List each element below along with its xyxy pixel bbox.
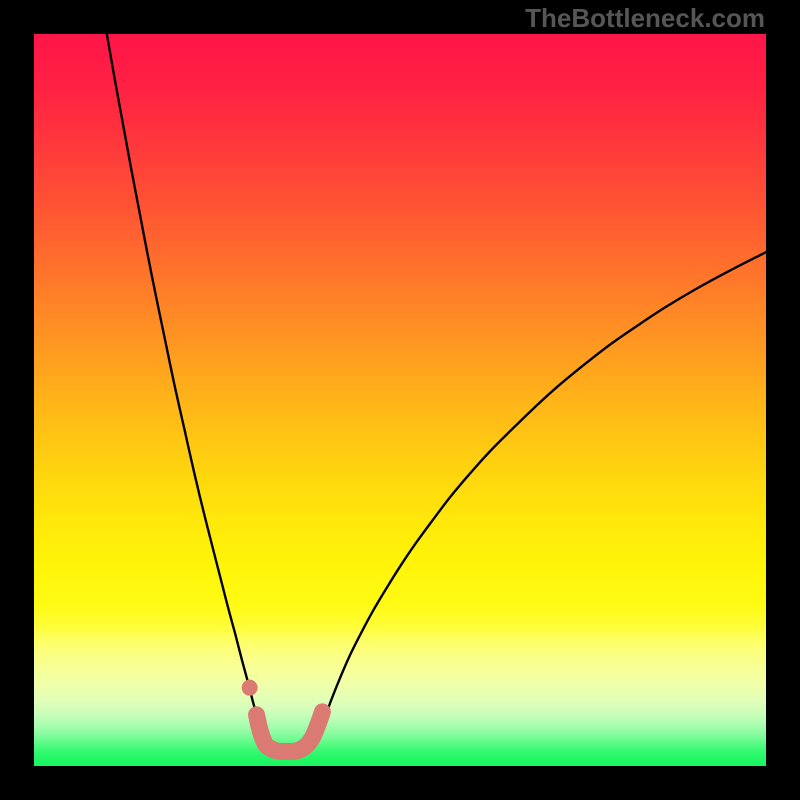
chart-stage: TheBottleneck.com: [0, 0, 800, 800]
floor-band: [257, 712, 323, 752]
floor-band-start-dot: [242, 680, 258, 696]
watermark-text: TheBottleneck.com: [525, 3, 765, 34]
plot-frame: [34, 34, 766, 766]
curve-overlay: [34, 34, 766, 766]
curve-right: [314, 252, 766, 748]
curve-left: [107, 34, 265, 748]
